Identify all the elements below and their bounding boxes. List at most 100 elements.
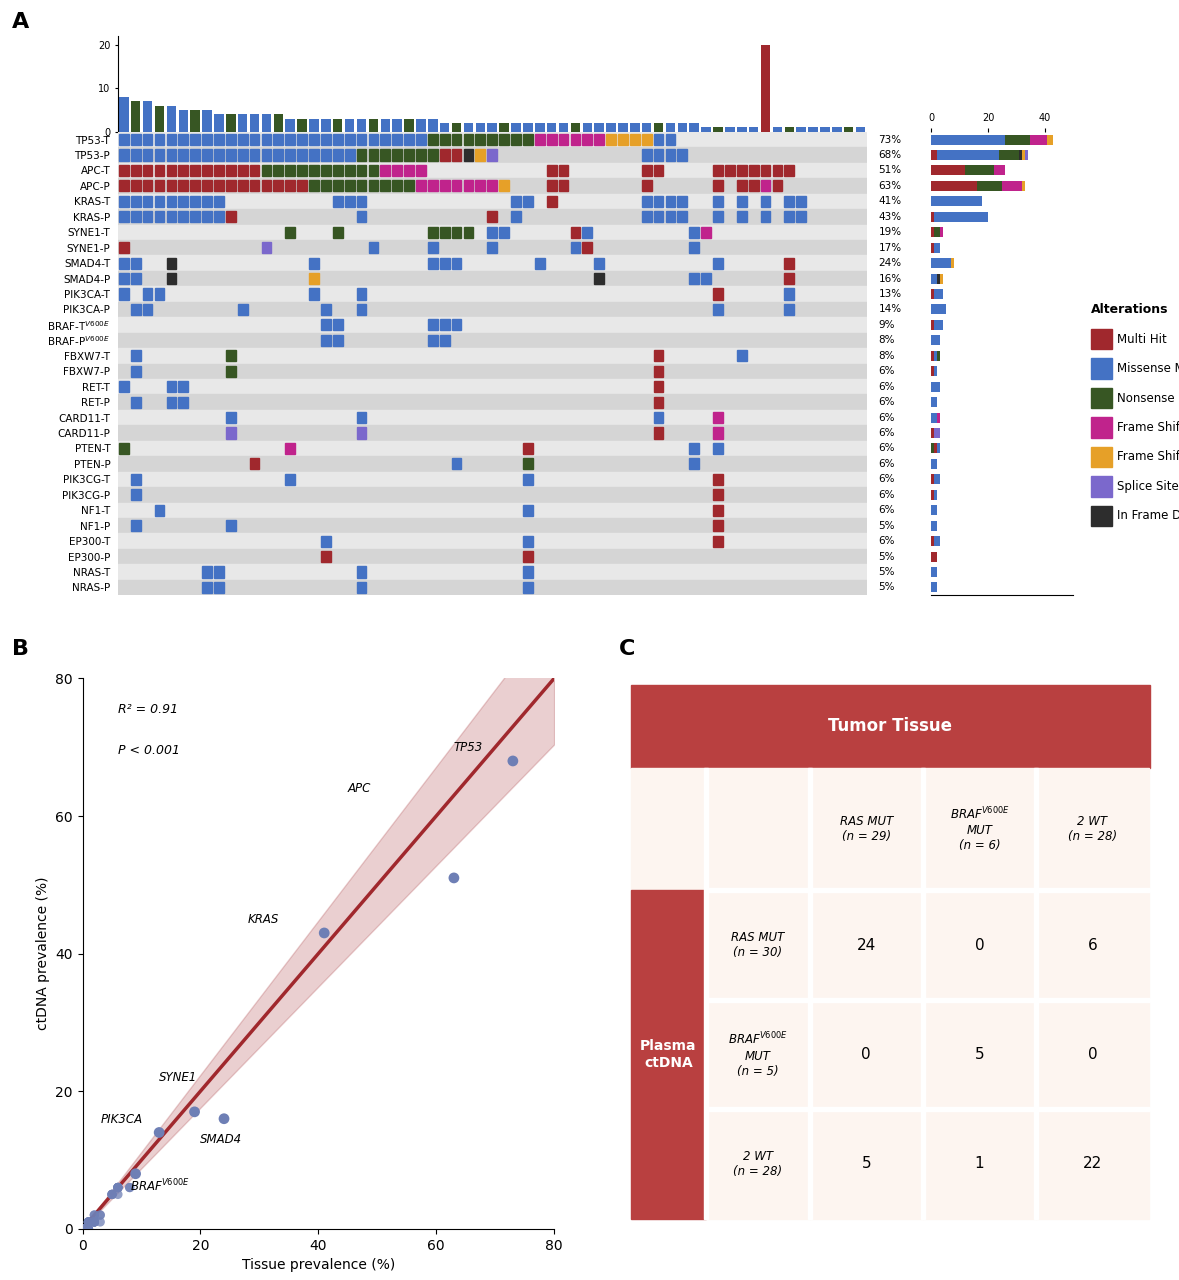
Bar — [594, 123, 604, 132]
Bar — [118, 224, 867, 239]
Bar — [166, 134, 176, 145]
Bar — [178, 110, 187, 132]
Bar — [931, 134, 1005, 145]
Text: 14%: 14% — [878, 305, 902, 315]
Bar — [571, 242, 580, 253]
Bar — [332, 319, 343, 330]
Bar — [559, 134, 568, 145]
Point — [150, 1123, 169, 1143]
Bar — [369, 242, 378, 253]
Point — [85, 1212, 104, 1233]
Bar — [356, 288, 367, 300]
Bar — [154, 165, 164, 177]
Bar — [666, 150, 676, 160]
Bar — [931, 506, 937, 516]
Bar — [934, 289, 943, 300]
Text: KRAS: KRAS — [248, 913, 279, 927]
Bar — [297, 119, 307, 132]
Bar — [1022, 180, 1025, 191]
Bar — [653, 211, 664, 223]
Bar — [250, 165, 259, 177]
Bar — [931, 320, 934, 330]
Point — [73, 1219, 92, 1239]
Bar — [356, 428, 367, 439]
Bar — [784, 303, 795, 315]
Bar — [226, 150, 236, 160]
Point — [315, 923, 334, 943]
Text: TP53: TP53 — [454, 741, 483, 754]
Bar — [309, 180, 318, 192]
Bar — [285, 227, 295, 238]
Text: 5%: 5% — [878, 582, 895, 593]
Bar — [154, 196, 164, 207]
Bar — [653, 412, 664, 424]
Bar — [356, 150, 367, 160]
Bar — [487, 242, 498, 253]
Bar — [702, 128, 711, 132]
Bar — [262, 180, 271, 192]
Bar — [332, 196, 343, 207]
Bar — [934, 536, 940, 547]
Point — [108, 1178, 127, 1198]
Bar — [702, 227, 711, 238]
Bar — [285, 474, 295, 485]
Bar — [931, 196, 982, 206]
Bar — [523, 458, 533, 470]
Bar — [285, 180, 295, 192]
Bar — [666, 196, 676, 207]
Bar — [934, 366, 937, 376]
Bar — [475, 150, 486, 160]
Text: 43%: 43% — [878, 211, 902, 221]
Bar — [931, 460, 937, 468]
Point — [503, 750, 522, 771]
Point — [444, 868, 463, 888]
Bar — [1025, 150, 1028, 160]
Bar — [937, 443, 940, 453]
Bar — [653, 150, 664, 160]
Bar — [119, 180, 129, 192]
Text: 6%: 6% — [878, 366, 895, 376]
Bar — [344, 134, 355, 145]
Bar — [416, 165, 426, 177]
Text: 16%: 16% — [878, 274, 902, 284]
Bar — [582, 134, 592, 145]
Bar — [119, 196, 129, 207]
Text: 8%: 8% — [878, 351, 895, 361]
Bar — [309, 273, 318, 284]
Bar — [226, 165, 236, 177]
Text: 0: 0 — [862, 1047, 871, 1062]
Text: P < 0.001: P < 0.001 — [118, 744, 180, 756]
Bar — [523, 443, 533, 454]
Bar — [154, 504, 164, 516]
Bar — [487, 134, 498, 145]
Bar — [215, 180, 224, 192]
Bar — [154, 106, 164, 132]
Bar — [131, 303, 140, 315]
Point — [85, 1204, 104, 1225]
Text: 6%: 6% — [878, 506, 895, 516]
Bar — [523, 567, 533, 577]
Bar — [356, 134, 367, 145]
Bar — [131, 474, 140, 485]
Bar — [356, 180, 367, 192]
Bar — [666, 211, 676, 223]
Bar — [931, 211, 934, 221]
Bar — [487, 227, 498, 238]
Bar — [594, 257, 604, 269]
Bar — [369, 180, 378, 192]
Bar — [760, 165, 770, 177]
Bar — [784, 128, 795, 132]
Point — [150, 1123, 169, 1143]
Bar — [119, 134, 129, 145]
Text: Alterations: Alterations — [1091, 303, 1168, 316]
Bar — [641, 196, 652, 207]
Bar — [344, 150, 355, 160]
Bar — [606, 123, 615, 132]
Point — [73, 1219, 92, 1239]
Bar — [356, 567, 367, 577]
Bar — [931, 305, 946, 315]
Text: 6%: 6% — [878, 412, 895, 422]
Bar — [934, 211, 988, 221]
Bar — [641, 150, 652, 160]
Point — [79, 1219, 98, 1239]
